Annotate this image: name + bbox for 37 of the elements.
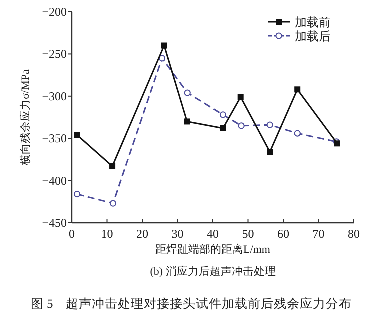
point xyxy=(220,125,226,132)
point xyxy=(184,118,190,125)
point xyxy=(267,149,274,156)
point xyxy=(74,132,80,138)
x-tick-label: 60 xyxy=(278,227,290,241)
point xyxy=(161,42,168,49)
legend-label: 加载后 xyxy=(295,30,331,44)
point xyxy=(294,130,301,137)
x-tick-label: 0 xyxy=(69,227,75,241)
text: (b) 消应力后超声冲击处理 xyxy=(150,265,276,278)
caption: 图 5 超声冲击处理对接接头试件加载前后残余应力分布 xyxy=(30,296,352,311)
x-tick-label: 80 xyxy=(348,227,360,241)
x-tick-label: 20 xyxy=(136,227,148,241)
y-tick-label: −250 xyxy=(42,47,67,62)
point xyxy=(238,94,244,100)
legend-label: 加载前 xyxy=(295,16,331,30)
x-tick-label: 50 xyxy=(242,227,254,241)
point xyxy=(266,122,274,128)
x-axis-title: 距焊趾端部的距离L/mm xyxy=(156,243,271,256)
x-tick-label: 30 xyxy=(172,227,184,241)
y-tick-label: −400 xyxy=(42,174,67,188)
y-tick-label: −350 xyxy=(42,132,67,146)
point xyxy=(238,122,245,130)
y-tick-label: −200 xyxy=(42,5,67,19)
x-tick-label: 40 xyxy=(207,227,219,241)
y-axis-title: 横向残余应力σ/MPa xyxy=(19,70,32,166)
point xyxy=(74,191,81,198)
x-tick-label: 70 xyxy=(312,227,325,241)
point xyxy=(158,55,166,62)
point xyxy=(110,163,116,170)
point xyxy=(294,86,301,93)
point xyxy=(220,112,227,118)
y-tick-label: −450 xyxy=(42,216,67,230)
x-tick-label: 10 xyxy=(101,227,114,241)
y-tick-label: −300 xyxy=(42,89,67,104)
point xyxy=(110,200,117,207)
point xyxy=(184,90,191,96)
